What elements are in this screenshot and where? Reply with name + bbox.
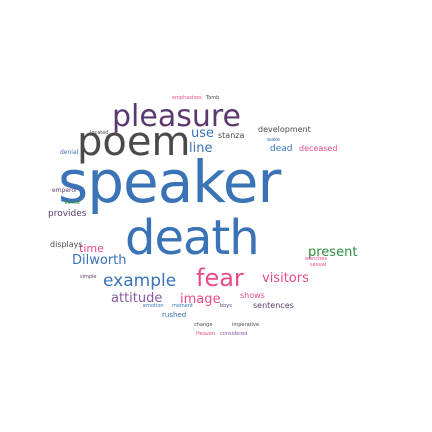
- word-dead: dead: [270, 144, 293, 154]
- word-example: example: [103, 271, 177, 291]
- word-poem: poem: [77, 119, 191, 165]
- word-deceased: deceased: [299, 144, 338, 153]
- word-visitors: visitors: [262, 271, 309, 286]
- word-considered: considered: [220, 331, 248, 337]
- word-change: change: [194, 322, 213, 328]
- word-denial: denial: [60, 149, 79, 156]
- word-rushed: rushed: [162, 311, 187, 319]
- word-line: line: [189, 141, 213, 156]
- word-development: development: [258, 125, 311, 134]
- word-emperor: emperor: [52, 187, 78, 194]
- word-wake: wake: [267, 137, 280, 143]
- word-image: image: [180, 292, 221, 307]
- word-imperative: imperative: [232, 322, 260, 328]
- word-voice: voice: [64, 199, 80, 206]
- word-moment: moment: [172, 303, 194, 309]
- word-tomb: Tomb: [206, 95, 220, 101]
- word-speaker: speaker: [58, 148, 281, 216]
- word-present: present: [308, 245, 358, 260]
- word-use: use: [191, 126, 215, 141]
- word-shows: shows: [240, 291, 265, 300]
- word-stanza: stanza: [218, 131, 245, 140]
- word-sexual: sexual: [310, 262, 327, 268]
- word-boys: boys: [220, 303, 232, 309]
- word-sentences: sentences: [253, 301, 294, 310]
- word-dilworth: Dilworth: [72, 253, 127, 268]
- word-simple: simple: [80, 274, 97, 280]
- word-death: death: [125, 210, 260, 266]
- word-wenches: wenches: [305, 256, 327, 262]
- word-pleasure: pleasure: [112, 99, 241, 134]
- word-heaven: Heaven: [196, 331, 216, 337]
- word-emphasizes: emphasizes: [172, 95, 202, 101]
- word-located: located: [90, 130, 109, 136]
- word-time: time: [79, 242, 104, 255]
- word-provides: provides: [48, 209, 87, 219]
- word-fear: fear: [196, 264, 244, 292]
- word-displays: displays: [50, 240, 83, 249]
- word-emotion: emotion: [143, 303, 164, 309]
- word-attitude: attitude: [111, 291, 163, 306]
